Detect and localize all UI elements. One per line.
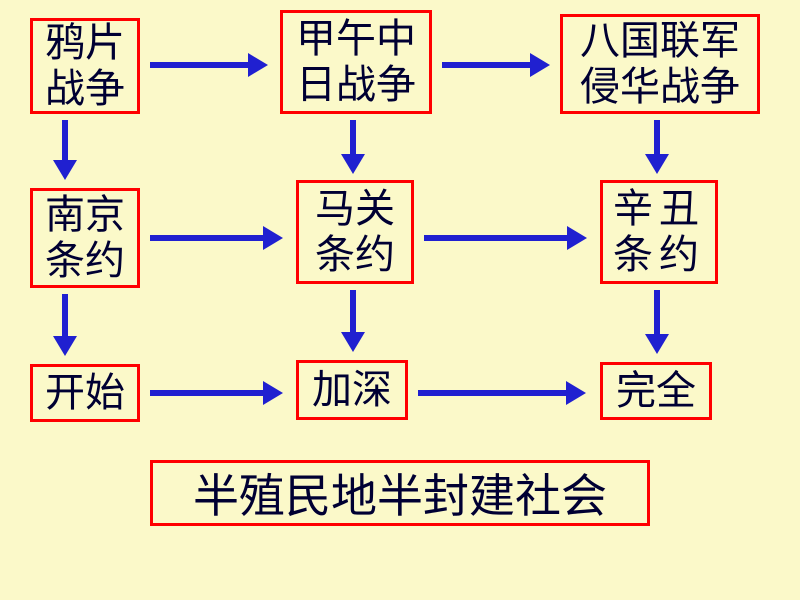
- arrow-r1c1-r2c1: [62, 120, 68, 162]
- node-treaty-nanjing: 南京 条约: [30, 188, 140, 288]
- node-war-eight-nation: 八国联军 侵华战争: [560, 14, 760, 114]
- node-war-opium: 鸦片 战争: [30, 18, 140, 114]
- arrow-r3c2-r3c3: [418, 390, 568, 396]
- node-stage-deepen: 加深: [296, 360, 408, 420]
- arrow-r2c2-r3c2: [350, 290, 356, 334]
- arrow-r2c1-r2c2: [150, 235, 265, 241]
- node-stage-complete: 完全: [600, 362, 712, 420]
- arrow-r1c2-r1c3: [442, 62, 532, 68]
- arrow-r2c2-r2c3: [424, 235, 569, 241]
- arrow-r2c3-r3c3: [654, 290, 660, 336]
- node-treaty-xinchou: 辛丑 条约: [600, 180, 718, 284]
- arrow-r3c1-r3c2: [150, 390, 265, 396]
- arrow-r1c1-r1c2: [150, 62, 250, 68]
- node-treaty-maguan: 马关 条约: [296, 180, 414, 284]
- arrow-r2c1-r3c1: [62, 294, 68, 338]
- node-stage-begin: 开始: [30, 364, 140, 422]
- node-war-jiawu: 甲午中 日战争: [280, 10, 432, 114]
- node-summary: 半殖民地半封建社会: [150, 460, 650, 526]
- arrow-r1c2-r2c2: [350, 120, 356, 156]
- arrow-r1c3-r2c3: [654, 120, 660, 156]
